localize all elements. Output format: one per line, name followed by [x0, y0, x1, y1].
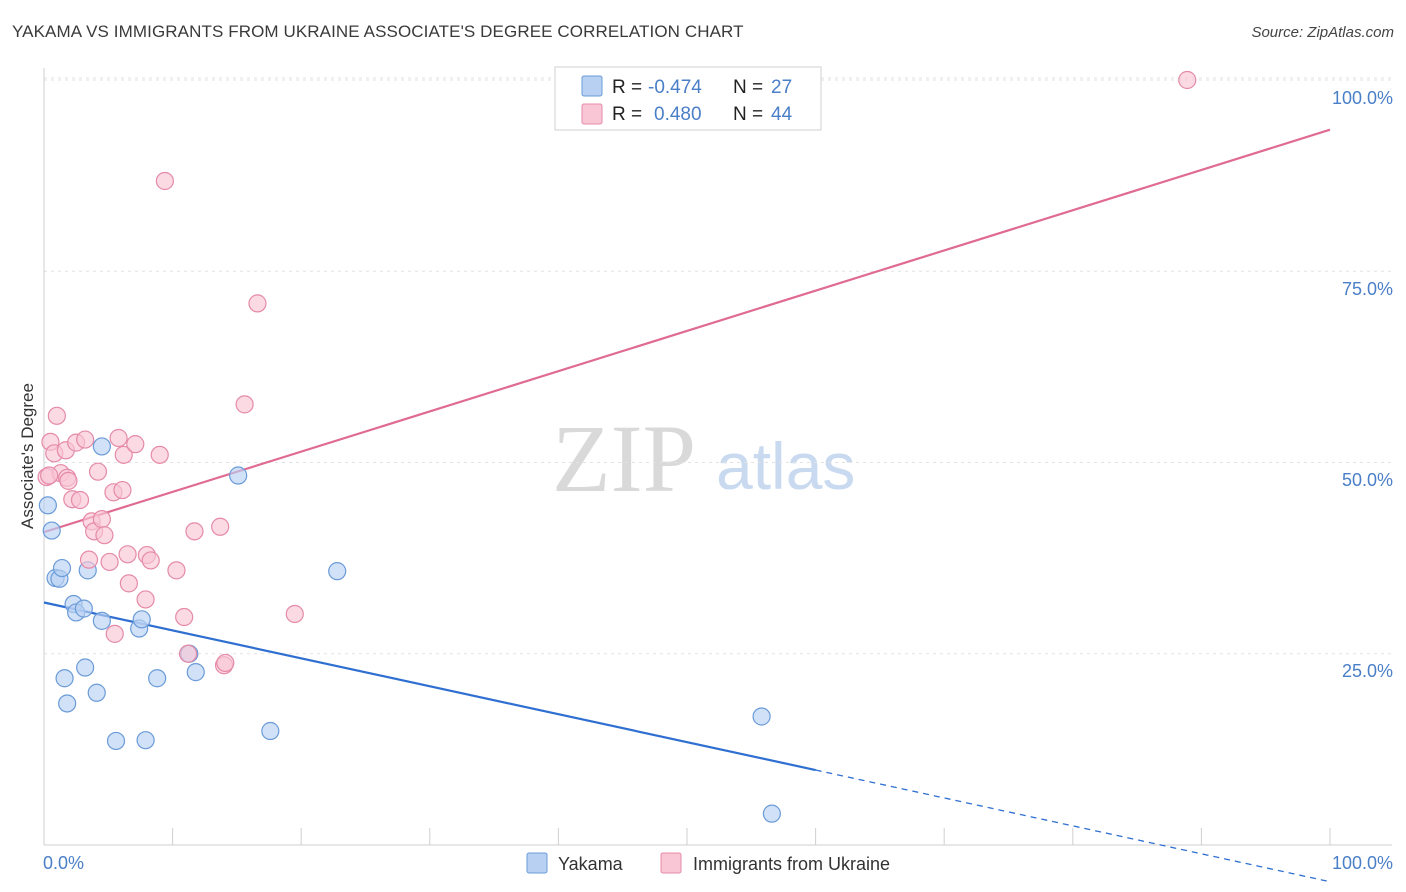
- bottom-legend-label-yakama: Yakama: [558, 854, 624, 874]
- watermark-zip: ZIP: [552, 405, 696, 512]
- x-axis-ticks: [43, 828, 1331, 845]
- ukraine-point-12: [79, 550, 99, 569]
- ukraine-point-34: [178, 644, 198, 663]
- gridlines: [44, 77, 1392, 655]
- legend-n-value-ukraine: 44: [771, 104, 793, 125]
- ukraine-point-35: [185, 522, 204, 541]
- ukraine-point-24: [118, 545, 137, 564]
- yakama-point-1: [42, 521, 61, 540]
- ukraine-point-36: [211, 517, 230, 536]
- yakama-point-6: [58, 694, 77, 713]
- ukraine-point-29: [141, 551, 160, 570]
- legend-r-value-ukraine: 0.480: [654, 104, 702, 125]
- yakama-point-5: [55, 669, 74, 688]
- y-tick-label-25: 25.0%: [1342, 661, 1393, 681]
- trend-line-0: [43, 601, 816, 772]
- bottom-legend-swatch-yakama: [526, 852, 548, 874]
- legend-swatch-yakama: [581, 75, 603, 97]
- yakama-point-23: [328, 562, 347, 581]
- ukraine-point-41: [285, 604, 304, 624]
- yakama-point-20: [186, 663, 205, 682]
- ukraine-point-43: [40, 466, 59, 485]
- y-tick-label-100: 100.0%: [1332, 88, 1393, 108]
- legend-r-label-yakama: R =: [612, 77, 642, 98]
- ukraine-point-11: [76, 430, 95, 449]
- chart-title: YAKAMA VS IMMIGRANTS FROM UKRAINE ASSOCI…: [12, 22, 744, 41]
- legend-r-value-yakama: -0.474: [648, 77, 702, 98]
- yakama-point-24: [92, 437, 111, 456]
- legend-n-value-yakama: 27: [771, 77, 792, 98]
- yakama-point-14: [106, 731, 126, 751]
- yakama-point-26: [762, 804, 781, 823]
- ukraine-point-33: [175, 607, 194, 627]
- ukraine-point-39: [235, 395, 254, 414]
- yakama-point-13: [92, 611, 111, 630]
- ukraine-point-31: [155, 171, 174, 191]
- legend-r-label-ukraine: R =: [612, 104, 642, 125]
- legend-n-label-ukraine: N =: [733, 104, 763, 125]
- ukraine-point-25: [119, 574, 138, 593]
- legend-swatch-ukraine: [581, 103, 603, 125]
- yakama-point-25: [752, 707, 771, 726]
- ukraine-point-20: [105, 624, 124, 643]
- yakama-point-9: [74, 599, 93, 618]
- ukraine-point-38: [216, 653, 235, 673]
- ukraine-point-18: [100, 552, 119, 572]
- bottom-legend-swatch-ukraine: [660, 852, 682, 874]
- yakama-point-0: [38, 496, 57, 515]
- yakama-point-22: [261, 721, 280, 741]
- yakama-point-12: [87, 683, 106, 702]
- ukraine-point-42: [1178, 70, 1197, 90]
- ukraine-point-22: [113, 480, 132, 500]
- ukraine-point-32: [167, 561, 186, 580]
- trend-line-1: [43, 128, 1331, 534]
- ukraine-point-7: [59, 471, 78, 490]
- yakama-point-18: [148, 669, 167, 688]
- bottom-legend-label-ukraine: Immigrants from Ukraine: [693, 854, 890, 874]
- ukraine-point-17: [95, 526, 114, 545]
- yakama-point-10: [76, 658, 95, 677]
- series-legend: Yakama Immigrants from Ukraine: [526, 852, 890, 874]
- yakama-point-17: [136, 731, 155, 750]
- correlation-legend: R = -0.474 N = 27 R = 0.480 N = 44: [554, 66, 822, 131]
- trend-line-extension-0: [815, 769, 1331, 883]
- ukraine-point-40: [248, 294, 267, 313]
- data-points: [37, 70, 1197, 823]
- y-tick-label-50: 50.0%: [1342, 470, 1393, 490]
- y-tick-label-75: 75.0%: [1342, 279, 1393, 299]
- ukraine-point-27: [136, 590, 155, 609]
- legend-n-label-yakama: N =: [733, 77, 763, 98]
- ukraine-point-23: [114, 445, 133, 464]
- ukraine-point-26: [126, 435, 145, 454]
- x-tick-label-100: 100.0%: [1332, 853, 1393, 873]
- yakama-point-21: [229, 466, 248, 485]
- x-tick-label-0: 0.0%: [43, 853, 84, 873]
- ukraine-point-30: [150, 445, 169, 464]
- ukraine-point-10: [70, 490, 90, 510]
- yakama-point-4: [52, 558, 72, 578]
- ukraine-point-3: [47, 406, 66, 425]
- y-axis-label: Associate's Degree: [18, 383, 37, 529]
- ukraine-point-21: [109, 428, 128, 448]
- ukraine-point-16: [92, 510, 111, 529]
- ukraine-point-15: [88, 462, 108, 481]
- watermark-atlas: atlas: [716, 429, 855, 503]
- trend-lines: [43, 128, 1331, 883]
- source-label: Source: ZipAtlas.com: [1251, 24, 1394, 41]
- yakama-point-16: [132, 610, 151, 629]
